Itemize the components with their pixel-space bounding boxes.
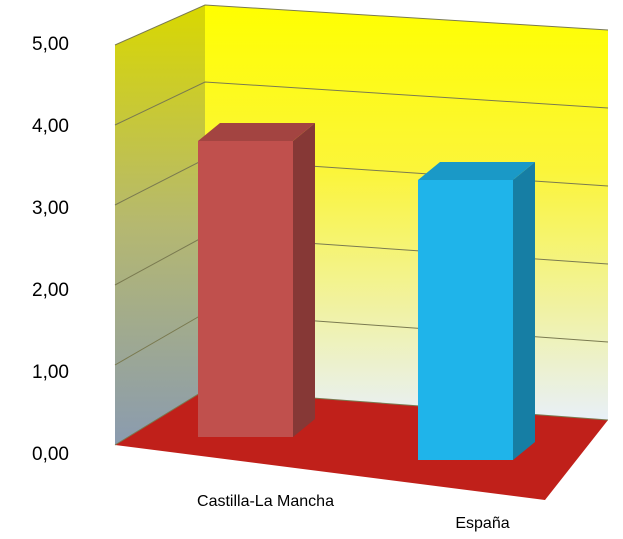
y-tick-label: 4,00 [32, 116, 69, 137]
bar [418, 180, 513, 460]
y-tick-label: 3,00 [32, 198, 69, 219]
bar-side [293, 123, 315, 437]
x-tick-label: España [455, 515, 509, 532]
x-tick-label: Castilla-La Mancha [197, 493, 334, 510]
y-tick-label: 1,00 [32, 362, 69, 383]
grid-line [114, 81, 609, 126]
bar-top [418, 162, 535, 180]
bar [198, 141, 293, 437]
y-tick-label: 2,00 [32, 280, 69, 301]
grid-line [114, 4, 609, 46]
y-tick-label: 0,00 [32, 444, 69, 465]
bar-side [513, 162, 535, 460]
y-tick-label: 5,00 [32, 34, 69, 55]
side-wall [115, 5, 205, 445]
bar-top [198, 123, 315, 141]
